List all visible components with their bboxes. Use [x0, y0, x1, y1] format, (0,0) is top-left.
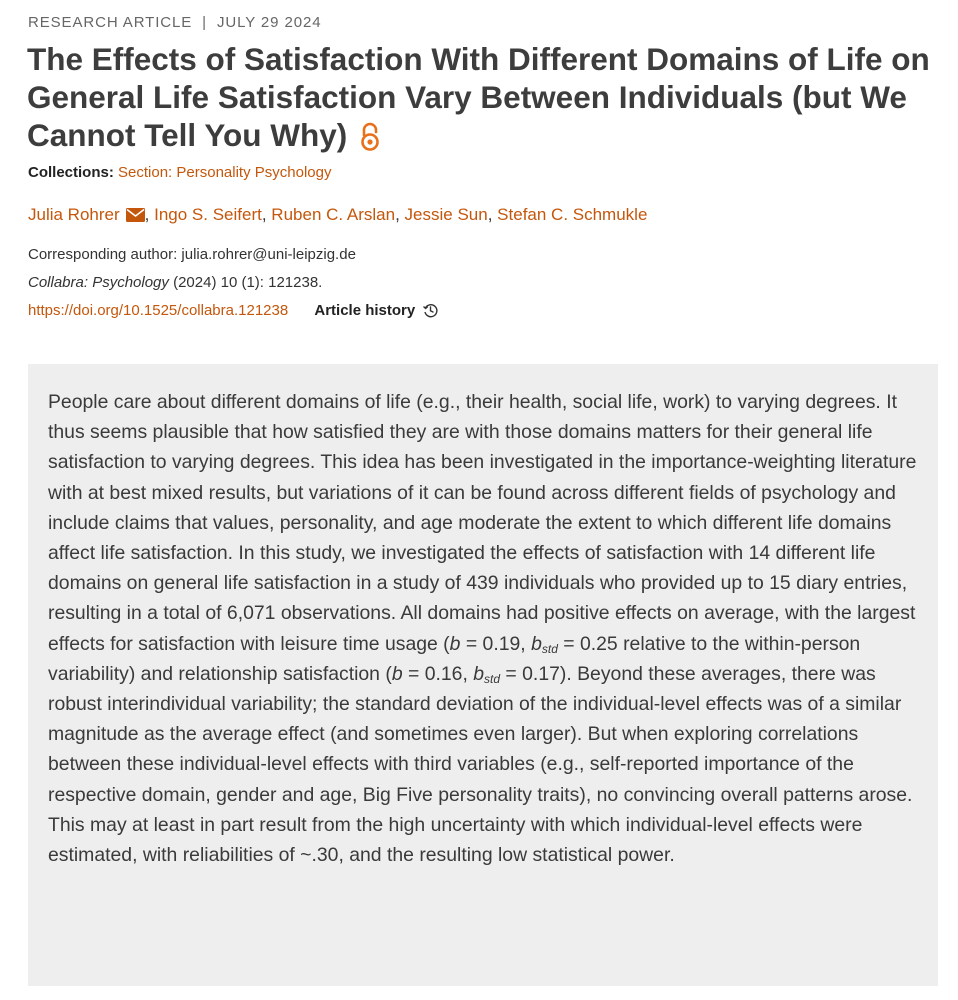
open-access-lock-icon — [359, 122, 381, 160]
author-list: Julia Rohrer, Ingo S. Seifert, Ruben C. … — [28, 205, 647, 227]
article-kicker: RESEARCH ARTICLE | JULY 29 2024 — [28, 14, 321, 31]
abstract-part-5: = 0.17). Beyond these averages, there wa… — [48, 662, 913, 867]
article-title: The Effects of Satisfaction With Differe… — [27, 40, 932, 160]
abstract-part-1: People care about different domains of l… — [48, 391, 917, 655]
collection-link[interactable]: Section: Personality Psychology — [118, 164, 332, 181]
stat-b-2: b — [391, 662, 403, 685]
abstract-part-3: = 0.25 relative to the within-person var… — [48, 632, 861, 685]
journal-citation: Collabra: Psychology (2024) 10 (1): 1212… — [28, 274, 322, 291]
collections-label: Collections: — [28, 164, 114, 181]
stat-bstd-1: b — [531, 632, 542, 655]
author-link-4[interactable]: Jessie Sun — [404, 205, 488, 224]
abstract-text: People care about different domains of l… — [48, 387, 920, 870]
history-clock-icon — [423, 303, 438, 322]
doi-link[interactable]: https://doi.org/10.1525/collabra.121238 — [28, 302, 289, 319]
author-link-3[interactable]: Ruben C. Arslan — [271, 205, 396, 224]
stat-b-1: b — [449, 632, 461, 655]
journal-name: Collabra: Psychology — [28, 274, 169, 291]
abstract-part-2: = 0.19, — [460, 632, 532, 655]
journal-details: (2024) 10 (1): 121238. — [173, 274, 323, 291]
abstract-box: People care about different domains of l… — [28, 364, 938, 986]
abstract-part-4: = 0.16, — [402, 662, 474, 685]
doi-row: https://doi.org/10.1525/collabra.121238 … — [28, 302, 438, 322]
publication-date: JULY 29 2024 — [216, 14, 322, 31]
corresponding-author: Corresponding author: julia.rohrer@uni-l… — [28, 246, 356, 263]
article-type: RESEARCH ARTICLE — [28, 14, 193, 31]
kicker-separator: | — [202, 14, 207, 31]
stat-std-sub-2: std — [484, 671, 501, 686]
author-link-2[interactable]: Ingo S. Seifert — [154, 205, 262, 224]
article-history-button[interactable]: Article history — [314, 302, 438, 319]
author-link-1[interactable]: Julia Rohrer — [28, 205, 120, 224]
collections: Collections: Section: Personality Psycho… — [28, 164, 331, 181]
stat-std-sub-1: std — [541, 641, 558, 656]
stat-bstd-2: b — [473, 662, 485, 685]
article-history-label: Article history — [314, 302, 416, 319]
envelope-icon[interactable] — [125, 207, 145, 227]
author-link-5[interactable]: Stefan C. Schmukle — [497, 205, 648, 224]
article-title-text: The Effects of Satisfaction With Differe… — [27, 41, 930, 153]
